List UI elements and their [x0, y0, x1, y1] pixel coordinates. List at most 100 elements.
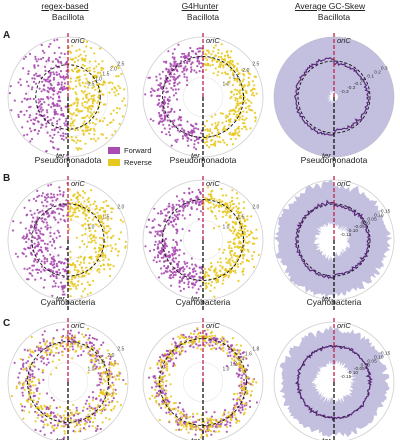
data-point-forward — [171, 246, 174, 249]
data-point-reverse — [232, 93, 235, 96]
data-point-reverse — [83, 120, 86, 123]
data-point-forward — [157, 367, 160, 370]
data-point-reverse — [84, 214, 87, 217]
data-point-forward — [64, 105, 67, 108]
data-point-reverse — [211, 211, 214, 214]
data-point-forward — [172, 205, 175, 208]
data-point-forward — [42, 204, 45, 207]
data-point-forward — [47, 208, 50, 211]
data-point-reverse — [99, 119, 102, 122]
data-point-reverse — [229, 253, 233, 256]
data-point-reverse — [60, 335, 63, 339]
data-point-forward — [183, 281, 186, 284]
radial-tick-label: -0.3 — [340, 89, 349, 95]
data-point-reverse — [220, 421, 224, 424]
panel-title-a-regex: Bacillota — [52, 12, 84, 22]
data-point-reverse — [38, 379, 41, 383]
data-point-forward — [172, 94, 176, 97]
data-point-reverse — [239, 383, 242, 386]
data-point-forward — [182, 276, 185, 280]
data-point-forward — [232, 398, 235, 401]
data-point-reverse — [193, 426, 197, 429]
data-point-forward — [176, 265, 179, 269]
data-point-reverse — [231, 196, 234, 199]
data-point-forward — [56, 105, 59, 108]
data-point-forward — [183, 61, 186, 64]
data-point-forward — [159, 77, 162, 80]
data-point-forward — [50, 262, 53, 265]
data-point-forward — [49, 235, 52, 238]
data-point-reverse — [175, 418, 179, 421]
data-point-forward — [181, 137, 185, 140]
data-point-reverse — [225, 82, 228, 86]
data-point-reverse — [248, 233, 251, 236]
data-point-forward — [88, 425, 91, 428]
data-point-forward — [192, 268, 195, 271]
data-point-forward — [23, 267, 26, 270]
data-point-reverse — [102, 371, 105, 374]
data-point-reverse — [234, 106, 237, 110]
data-point-reverse — [99, 243, 102, 246]
data-point-reverse — [111, 65, 114, 68]
data-point-forward — [53, 108, 57, 111]
data-point-forward — [227, 354, 230, 358]
data-point-reverse — [77, 275, 80, 278]
data-point-forward — [191, 199, 194, 202]
data-point-reverse — [251, 258, 254, 261]
data-point-reverse — [103, 230, 106, 233]
data-point-reverse — [247, 81, 250, 84]
data-point-reverse — [242, 247, 245, 250]
data-point-reverse — [54, 351, 58, 355]
data-point-reverse — [249, 394, 252, 397]
data-point-reverse — [237, 110, 240, 113]
data-point-forward — [50, 431, 53, 434]
data-point-forward — [47, 361, 50, 364]
data-point-reverse — [32, 364, 35, 368]
data-point-reverse — [240, 127, 243, 130]
data-point-reverse — [250, 231, 254, 234]
data-point-forward — [191, 61, 194, 64]
data-point-forward — [8, 92, 11, 95]
data-point-reverse — [41, 356, 44, 359]
data-point-reverse — [104, 216, 108, 219]
data-point-forward — [36, 208, 39, 212]
data-point-forward — [21, 409, 24, 412]
data-point-reverse — [200, 417, 203, 420]
data-point-forward — [246, 364, 250, 367]
data-point-forward — [56, 271, 59, 274]
data-point-reverse — [19, 403, 22, 406]
data-point-reverse — [88, 283, 91, 286]
data-point-reverse — [209, 289, 212, 293]
data-point-forward — [23, 206, 26, 209]
data-point-forward — [153, 89, 156, 93]
data-point-forward — [195, 343, 198, 346]
data-point-reverse — [68, 288, 71, 291]
data-point-forward — [186, 261, 189, 265]
data-point-reverse — [213, 142, 216, 145]
data-point-reverse — [214, 334, 217, 337]
data-point-reverse — [89, 203, 92, 206]
data-point-reverse — [94, 236, 97, 239]
data-point-reverse — [192, 412, 195, 415]
data-point-reverse — [247, 260, 250, 263]
data-point-reverse — [224, 203, 227, 206]
data-point-reverse — [206, 136, 209, 139]
data-point-reverse — [44, 342, 47, 345]
data-point-forward — [49, 71, 52, 74]
data-point-reverse — [213, 295, 216, 298]
data-point-forward — [33, 66, 36, 69]
data-point-reverse — [211, 131, 214, 135]
data-point-reverse — [184, 414, 187, 418]
data-point-reverse — [229, 262, 232, 265]
ter-label: ter — [191, 151, 200, 160]
data-point-reverse — [113, 405, 116, 408]
data-point-forward — [173, 214, 176, 217]
data-point-reverse — [229, 204, 232, 207]
data-point-reverse — [77, 148, 80, 151]
data-point-reverse — [87, 272, 91, 275]
data-point-forward — [199, 191, 202, 194]
data-point-reverse — [78, 263, 81, 266]
data-point-reverse — [94, 247, 97, 250]
data-point-reverse — [232, 253, 235, 257]
data-point-reverse — [93, 239, 96, 242]
